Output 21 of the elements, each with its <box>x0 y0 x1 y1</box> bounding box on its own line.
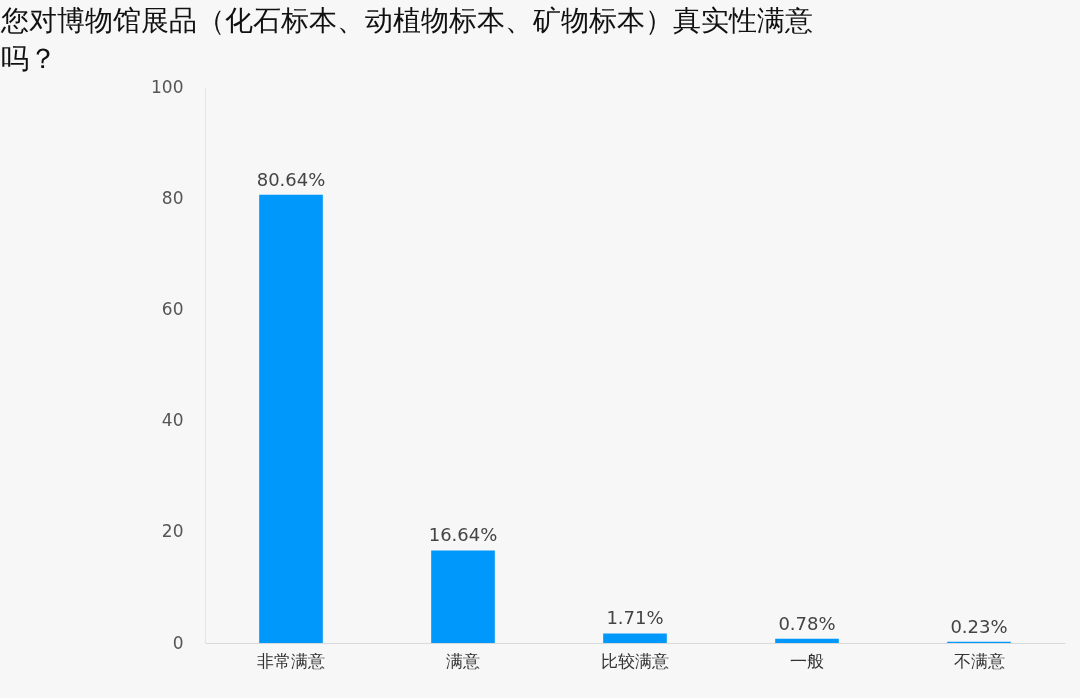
data-label: 0.78% <box>778 612 836 634</box>
data-label: 80.64% <box>256 168 326 190</box>
data-label: 0.23% <box>950 615 1008 637</box>
x-tick-label: 满意 <box>446 650 480 671</box>
bar <box>259 194 323 643</box>
y-tick-label: 20 <box>161 521 184 542</box>
bar <box>431 550 495 643</box>
x-tick-label: 一般 <box>790 650 824 671</box>
chart-title: 您对博物馆展品（化石标本、动植物标本、矿物标本）真实性满意吗？ <box>0 4 813 75</box>
data-label: 16.64% <box>428 524 498 546</box>
y-tick-label: 80 <box>161 187 184 208</box>
y-tick-label: 100 <box>151 76 184 97</box>
bar <box>603 633 667 643</box>
y-tick-label: 60 <box>161 298 184 319</box>
y-tick-label: 40 <box>161 410 184 431</box>
y-tick-label: 0 <box>172 632 184 653</box>
x-tick-label: 不满意 <box>953 650 1005 671</box>
x-tick-label: 非常满意 <box>257 650 325 671</box>
data-label: 1.71% <box>606 607 664 629</box>
bar <box>775 638 839 643</box>
x-tick-label: 比较满意 <box>601 650 669 671</box>
